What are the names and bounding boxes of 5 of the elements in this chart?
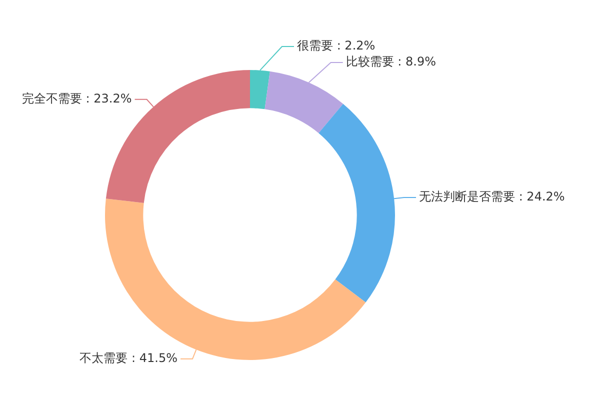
slice-label: 比较需要 : 8.9% xyxy=(346,54,436,69)
slice-label: 完全不需要 : 23.2% xyxy=(22,92,132,106)
slice-label: 很需要 : 2.2% xyxy=(297,38,376,53)
slice-label: 不太需要 : 41.5% xyxy=(80,351,178,366)
slice-label: 无法判断是否需要 : 24.2% xyxy=(419,190,565,204)
